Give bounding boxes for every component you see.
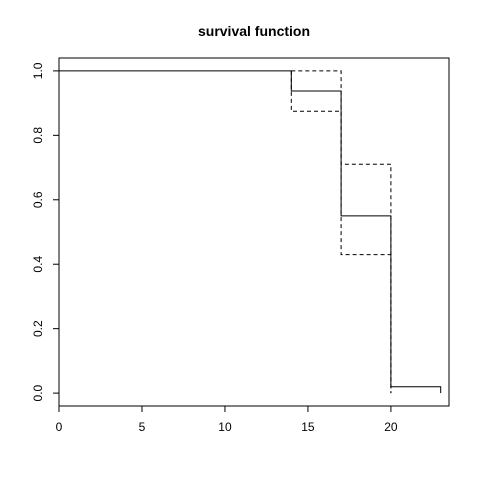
x-tick-label: 10 (218, 420, 232, 434)
y-tick-label: 0.8 (31, 127, 45, 144)
y-tick-label: 1.0 (31, 62, 45, 79)
plot-frame (58, 57, 450, 407)
y-tick-label: 0.4 (31, 256, 45, 273)
chart-title: survival function (198, 23, 310, 39)
x-tick-label: 20 (384, 420, 398, 434)
y-tick-label: 0.6 (31, 191, 45, 208)
y-tick-label: 0.2 (31, 320, 45, 337)
x-tick-label: 5 (139, 420, 146, 434)
x-axis: 0 5 10 15 20 (56, 406, 398, 434)
survival-curve-line (59, 70, 442, 394)
x-tick-label: 15 (301, 420, 315, 434)
confidence-band-line (290, 70, 392, 394)
y-axis: 0.0 0.2 0.4 0.6 0.8 1.0 (31, 62, 59, 401)
series-layer (59, 70, 442, 394)
y-tick-label: 0.0 (31, 384, 45, 401)
x-tick-label: 0 (56, 420, 63, 434)
